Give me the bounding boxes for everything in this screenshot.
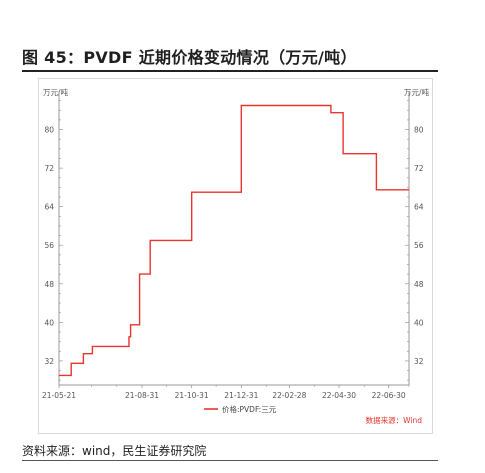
axes: [58, 91, 410, 388]
x-tick-label: 22-02-28: [272, 391, 306, 400]
x-tick-label: 21-08-31: [125, 391, 159, 400]
y-tick-label-right: 56: [414, 241, 424, 250]
y-tick-label-left: 64: [44, 203, 54, 212]
price-chart: 万元/吨 万元/吨 32 32 40 40 48 48 56 56 64 64 72 72 80 80 21…: [42, 87, 430, 425]
bottom-divider: [22, 460, 438, 461]
y-tick-label-right: 40: [414, 318, 424, 327]
y-tick-label-left: 40: [44, 318, 54, 327]
legend-label: 价格:PVDF:三元: [222, 404, 277, 414]
series-line: [59, 104, 409, 377]
figure-title: 图 45：PVDF 近期价格变动情况（万元/吨）: [22, 48, 357, 67]
legend: 价格:PVDF:三元: [204, 404, 277, 414]
right-unit-label: 万元/吨: [404, 87, 430, 97]
data-source-label: 数据来源：Wind: [366, 415, 423, 425]
title-divider: [22, 70, 438, 72]
y-tick-label-left: 72: [44, 164, 54, 173]
y-tick-label-right: 64: [414, 203, 424, 212]
source-note: 资料来源：wind，民生证券研究院: [22, 444, 207, 458]
chart-container: 万元/吨 万元/吨 32 32 40 40 48 48 56 56 64 64 72 72 80 80 21…: [38, 78, 433, 434]
tick-labels: 32 32 40 40 48 48 56 56 64 64 72 72 80 80 21-05-21 21-0…: [42, 126, 424, 400]
y-tick-label-right: 48: [414, 280, 424, 289]
y-tick-label-left: 56: [44, 241, 54, 250]
y-tick-label-left: 48: [44, 280, 54, 289]
x-tick-label: 21-12-31: [224, 391, 258, 400]
x-tick-label: 22-04-30: [322, 391, 356, 400]
x-tick-label: 22-06-30: [372, 391, 406, 400]
y-tick-label-right: 32: [414, 357, 424, 366]
x-tick-label: 21-10-31: [175, 391, 209, 400]
x-tick-label: 21-05-21: [42, 391, 76, 400]
series-layer: [59, 104, 409, 377]
left-unit-label: 万元/吨: [43, 87, 69, 97]
y-tick-label-left: 80: [44, 126, 54, 135]
y-tick-label-right: 72: [414, 164, 424, 173]
y-tick-label-right: 80: [414, 126, 424, 135]
y-tick-label-left: 32: [44, 357, 54, 366]
